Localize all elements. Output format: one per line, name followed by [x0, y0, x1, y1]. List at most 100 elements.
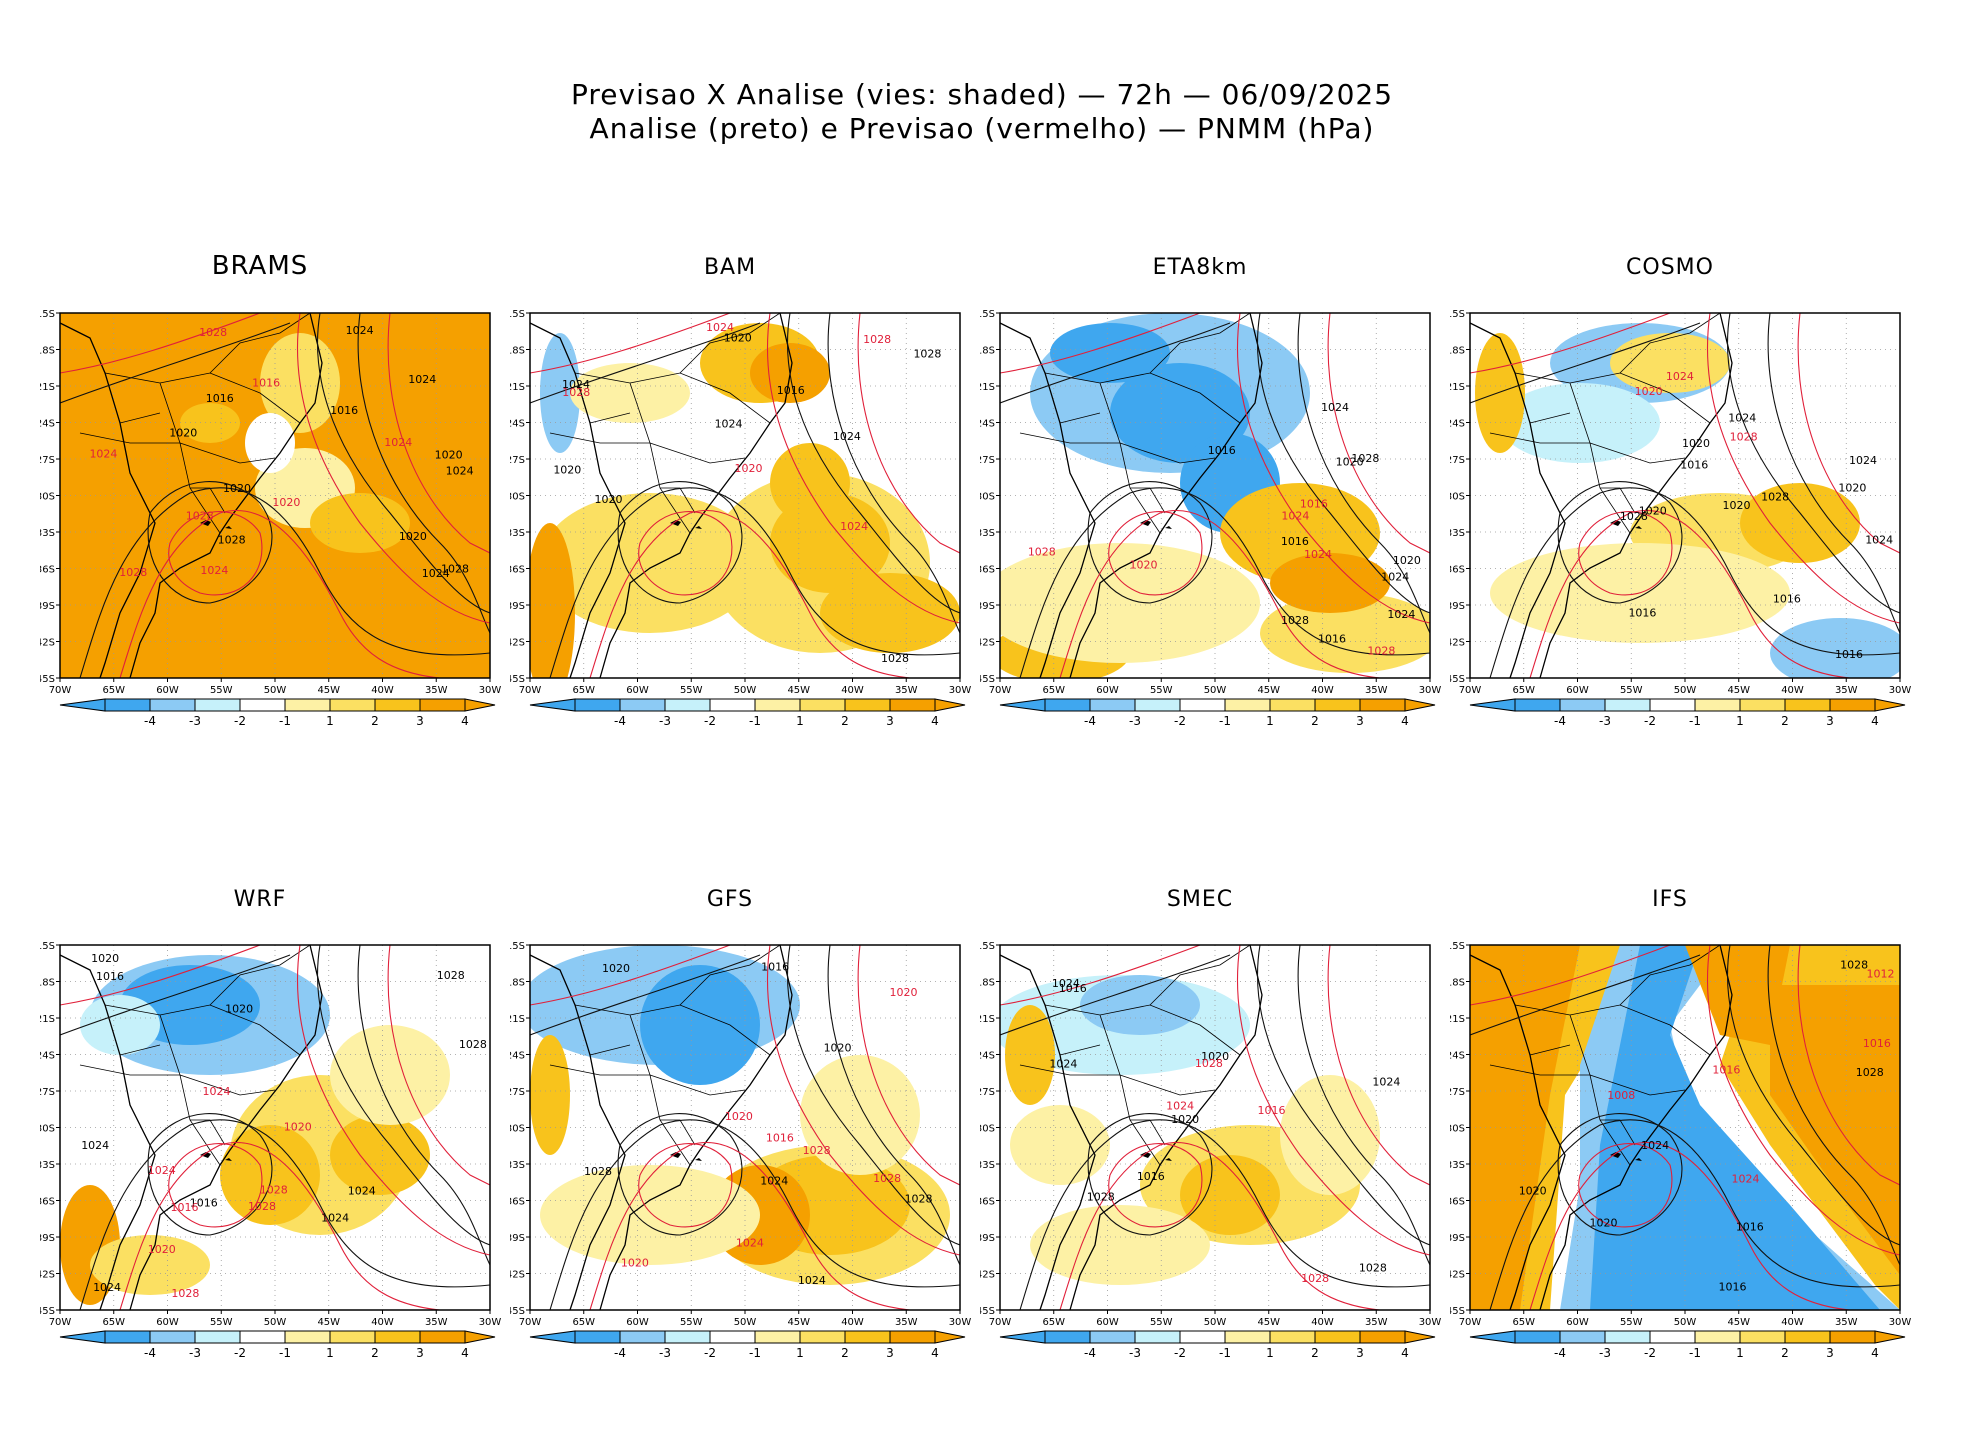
coastline — [530, 945, 793, 1310]
colorbar-swatch — [1044, 698, 1091, 712]
lat-label: 42S — [40, 1270, 55, 1281]
colorbar-label: 1 — [326, 1346, 334, 1360]
lon-label: 35W — [1365, 1317, 1388, 1328]
isobar-analysis — [317, 313, 490, 614]
colorbar-label: 1 — [796, 714, 804, 728]
isobar-analysis — [1727, 313, 1900, 614]
colorbar-label: 3 — [1826, 1346, 1834, 1360]
lat-label: 27S — [1450, 455, 1465, 466]
shading-blob — [1280, 1075, 1380, 1195]
isobar-forecast — [857, 945, 960, 1186]
colorbar-label: 2 — [1781, 714, 1789, 728]
isobar-forecast — [168, 1143, 263, 1228]
lon-label: 50W — [1204, 1317, 1227, 1328]
country-borders — [549, 945, 781, 1166]
colorbar-label: -3 — [1599, 714, 1611, 728]
coastline — [530, 313, 793, 678]
isobar-label-analysis: 1016 — [1318, 633, 1346, 646]
isobar-analysis — [1087, 1113, 1213, 1236]
lon-label: 45W — [1727, 1317, 1750, 1328]
isobar-label-analysis: 1020 — [1838, 481, 1866, 494]
isobar-label-forecast: 1020 — [284, 1120, 312, 1133]
colorbar-swatch — [194, 1330, 241, 1344]
isobar-analysis — [787, 313, 960, 614]
isobar-label-analysis: 1020 — [1519, 1185, 1547, 1198]
colorbar-arrow-left — [59, 1330, 106, 1344]
isobar-forecast — [589, 510, 911, 678]
lon-label: 55W — [1150, 685, 1173, 696]
lat-label: 33S — [40, 528, 55, 539]
colorbar-label: -3 — [1129, 1346, 1141, 1360]
colorbar-swatch — [664, 698, 711, 712]
country-borders — [549, 313, 781, 534]
lat-label: 36S — [980, 565, 995, 576]
isobar-forecast — [60, 945, 261, 1006]
lat-label: 30S — [980, 492, 995, 503]
lon-label: 70W — [1459, 685, 1482, 696]
lon-label: 30W — [949, 685, 972, 696]
colorbar-label: -2 — [704, 714, 716, 728]
lon-label: 35W — [895, 1317, 918, 1328]
isobar-label-analysis: 1024 — [348, 1184, 376, 1197]
isobar-label-analysis: 1016 — [206, 392, 234, 405]
colorbar-label: 3 — [1356, 1346, 1364, 1360]
colorbar-swatch — [844, 1330, 891, 1344]
lon-label: 55W — [1620, 685, 1643, 696]
lon-label: 45W — [787, 685, 810, 696]
lat-label: 30S — [510, 1124, 525, 1135]
coastline — [1000, 313, 1263, 678]
colorbar-label: 4 — [1401, 714, 1409, 728]
isobar-label-forecast: 1028 — [260, 1183, 288, 1196]
lon-label: 30W — [479, 1317, 502, 1328]
lon-label: 50W — [1674, 685, 1697, 696]
isobar-analysis — [1470, 954, 1701, 1036]
isobar-analysis — [1087, 481, 1213, 604]
isobar-label-analysis: 1028 — [1281, 614, 1309, 627]
colorbar-swatch — [844, 698, 891, 712]
isobar-label-analysis: 1020 — [91, 952, 119, 965]
lat-label: 36S — [40, 565, 55, 576]
lon-label: 30W — [1889, 1317, 1912, 1328]
lat-label: 21S — [1450, 1014, 1465, 1025]
lat-label: 33S — [980, 528, 995, 539]
isobar-label-forecast: 1012 — [1866, 967, 1894, 980]
isobar-label-analysis: 1028 — [1351, 452, 1379, 465]
lon-label: 65W — [1042, 685, 1065, 696]
colorbar: -4 -3 -2 -1 1 2 3 4 — [1469, 1330, 1906, 1360]
isobar-forecast — [1327, 945, 1430, 1186]
colorbar-swatch — [1559, 698, 1606, 712]
lat-label: 39S — [40, 601, 55, 612]
colorbar-swatch — [1134, 1330, 1181, 1344]
isobar-label-forecast: 1028 — [1301, 1272, 1329, 1285]
isobar-forecast — [589, 1142, 911, 1310]
island-marks — [670, 520, 702, 529]
lat-label: 30S — [40, 1124, 55, 1135]
map-plot: 1016102010201024102810241028101610241016… — [980, 309, 1441, 696]
coastline — [1470, 945, 1733, 1310]
colorbar-label: 2 — [1781, 1346, 1789, 1360]
panel-title: SMEC — [1166, 887, 1234, 912]
isobar-analysis — [60, 322, 291, 404]
isobar-label-analysis: 1024 — [1321, 401, 1349, 414]
lon-label: 35W — [425, 1317, 448, 1328]
isobar-label-forecast: 1028 — [803, 1144, 831, 1157]
country-borders — [79, 313, 311, 534]
isobar-label-forecast: 1028 — [119, 566, 147, 579]
colorbar-label: -3 — [659, 1346, 671, 1360]
colorbar-label: 3 — [1826, 714, 1834, 728]
shading-blob — [1475, 333, 1525, 453]
colorbar-swatch — [149, 698, 196, 712]
colorbar-label: 3 — [1356, 714, 1364, 728]
colorbar: -4 -3 -2 -1 1 2 3 4 — [529, 698, 966, 728]
lon-label: 60W — [1566, 685, 1589, 696]
isobar-label-analysis: 1028 — [913, 347, 941, 360]
colorbar-swatch — [329, 1330, 376, 1344]
isobar-label-forecast: 1020 — [735, 462, 763, 475]
isobar-label-analysis: 1028 — [1087, 1191, 1115, 1204]
isobar-analysis — [827, 945, 960, 1266]
colorbar-swatch — [619, 1330, 666, 1344]
lat-label: 45S — [1450, 1306, 1465, 1317]
shading-blob — [1180, 1155, 1280, 1235]
isobar-label-analysis: 1024 — [562, 378, 590, 391]
colorbar-swatch — [419, 698, 466, 712]
